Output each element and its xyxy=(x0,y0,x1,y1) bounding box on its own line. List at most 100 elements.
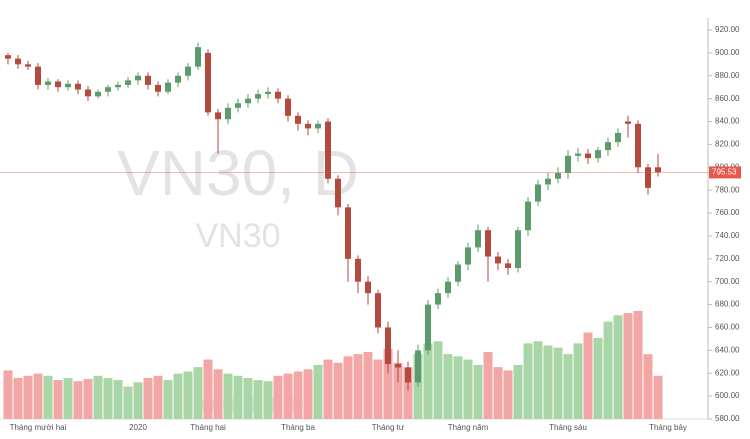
volume-bar xyxy=(463,359,473,419)
volume-bar xyxy=(23,375,33,419)
candle-body xyxy=(195,47,201,67)
volume-bar xyxy=(73,381,83,419)
candle-body xyxy=(275,91,281,99)
volume-bar xyxy=(543,345,553,419)
last-price-box xyxy=(709,166,741,179)
candle-body xyxy=(425,304,431,351)
candle-body xyxy=(515,230,521,268)
candle-body xyxy=(545,178,551,185)
volume-bar xyxy=(643,354,653,419)
volume-bar xyxy=(433,341,443,419)
watermark-sub: VN30 xyxy=(195,217,280,255)
volume-bar xyxy=(203,359,213,419)
volume-bar xyxy=(363,352,373,419)
candle-body xyxy=(55,81,61,88)
volume-bar xyxy=(93,375,103,419)
volume-bar xyxy=(273,375,283,419)
volume-bar xyxy=(573,343,583,419)
y-tick-label: 620.00 xyxy=(715,368,740,377)
volume-bar xyxy=(473,364,483,419)
volume-bar xyxy=(553,347,563,419)
candle-body xyxy=(255,94,261,99)
volume-bar xyxy=(453,356,463,419)
candle-body xyxy=(225,107,231,120)
last-price-label: 795.53 xyxy=(712,168,737,177)
volume-bar xyxy=(303,369,313,419)
candle-body xyxy=(105,87,111,92)
candle-body xyxy=(635,123,641,168)
candle-body xyxy=(65,83,71,88)
y-tick-label: 640.00 xyxy=(715,345,740,354)
watermark: VN30, D xyxy=(117,137,359,209)
volume-bar xyxy=(183,371,193,419)
x-tick-label: Tháng ba xyxy=(281,423,315,432)
candle-body xyxy=(135,75,141,81)
x-tick-label: 2020 xyxy=(129,423,147,432)
candle-body xyxy=(75,83,81,90)
candle-body xyxy=(215,112,221,120)
x-tick-label: Tháng năm xyxy=(448,423,489,432)
volume-bar xyxy=(293,371,303,419)
volume-bar xyxy=(613,315,623,419)
candle-body xyxy=(555,173,561,179)
volume-bar xyxy=(83,379,93,419)
volume-bar xyxy=(133,382,143,419)
volume-bar xyxy=(533,341,543,419)
y-tick-label: 860.00 xyxy=(715,94,740,103)
x-tick-label: Tháng sáu xyxy=(549,423,587,432)
volume-bar xyxy=(333,362,343,419)
candle-body xyxy=(475,230,481,248)
volume-bar xyxy=(263,381,273,419)
volume-bar xyxy=(563,354,573,419)
candle-body xyxy=(505,263,511,268)
volume-bar xyxy=(193,367,203,419)
candle-body xyxy=(395,364,401,368)
volume-bar xyxy=(503,370,513,419)
volume-bar xyxy=(253,380,263,419)
volume-bar xyxy=(153,375,163,419)
candle-body xyxy=(435,293,441,305)
volume-bar xyxy=(3,370,13,419)
y-tick-label: 920.00 xyxy=(715,25,740,34)
candle-body xyxy=(365,281,371,294)
y-tick-label: 740.00 xyxy=(715,231,740,240)
volume-bar xyxy=(623,313,633,419)
candle-body xyxy=(495,256,501,264)
volume-bar xyxy=(593,337,603,419)
y-tick-label: 760.00 xyxy=(715,208,740,217)
volume-bar xyxy=(603,321,613,419)
volume-bar xyxy=(103,377,113,419)
volume-bar xyxy=(323,359,333,419)
volume-bar xyxy=(143,377,153,419)
volume-bar xyxy=(53,380,63,419)
candle-body xyxy=(95,91,101,97)
candle-body xyxy=(45,81,51,85)
volume-bar xyxy=(343,356,353,419)
candle-body xyxy=(605,142,611,151)
candle-body xyxy=(415,350,421,383)
y-tick-label: 820.00 xyxy=(715,140,740,149)
volume-bar xyxy=(313,364,323,419)
volume-bar xyxy=(223,373,233,419)
y-tick-label: 600.00 xyxy=(715,391,740,400)
x-tick-label: Tháng hai xyxy=(190,423,226,432)
volume-bar xyxy=(213,369,223,419)
candle-body xyxy=(15,58,21,65)
volume-bar xyxy=(403,367,413,419)
volume-bar xyxy=(63,377,73,419)
candle-body xyxy=(185,66,191,76)
candle-body xyxy=(335,178,341,208)
candle-body xyxy=(625,121,631,124)
x-tick-label: Tháng bảy xyxy=(649,423,687,432)
y-tick-label: 660.00 xyxy=(715,323,740,332)
y-tick-label: 780.00 xyxy=(715,185,740,194)
candle-body xyxy=(35,66,41,85)
volume-bar xyxy=(43,375,53,419)
candle-body xyxy=(595,150,601,159)
candle-body xyxy=(355,258,361,282)
volume-bar xyxy=(443,354,453,419)
y-tick-label: 680.00 xyxy=(715,300,740,309)
candle-body xyxy=(165,82,171,92)
candle-body xyxy=(155,84,161,92)
